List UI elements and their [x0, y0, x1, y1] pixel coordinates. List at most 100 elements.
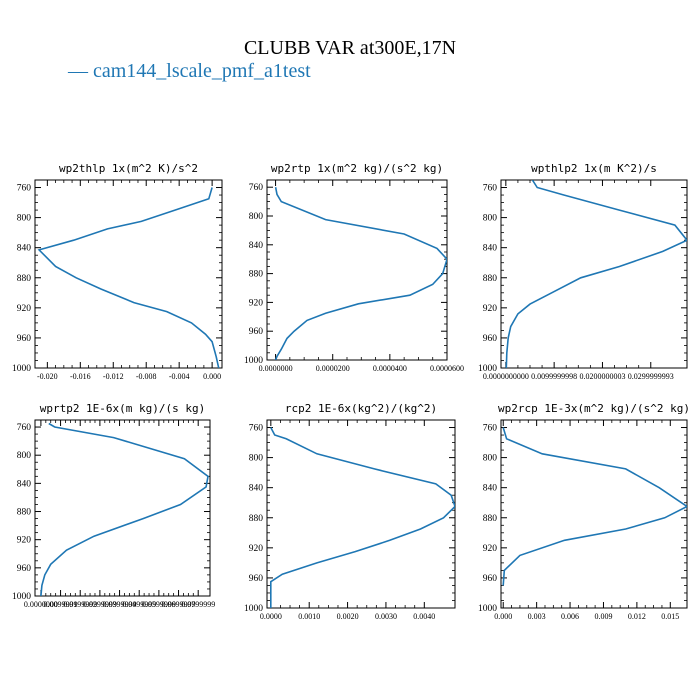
plot-frame: [34, 179, 223, 369]
y-tick-label: 880: [17, 274, 32, 284]
x-tick-label: 0.0000000: [259, 364, 293, 373]
x-tick-label: 0.0099999: [44, 600, 78, 609]
y-tick-label: 920: [483, 544, 498, 554]
y-tick-label: 920: [249, 298, 264, 308]
chart-panel-3: wpthlp2 1x(m K^2)/s 760 800 840 880 920 960 100…: [478, 162, 688, 381]
chart-title: wprtp2 1E-6x(m kg)/(s kg): [40, 402, 206, 415]
x-tick-label: 0.012: [628, 612, 646, 621]
y-tick-label: 760: [17, 423, 32, 433]
series-line: [274, 187, 447, 360]
chart-panel-2: wp2rtp 1x(m^2 kg)/(s^2 kg) 760 800 840 880 92…: [244, 162, 464, 373]
x-tick-label: 0.0299999993: [628, 372, 674, 381]
x-tick-label: 0.015: [661, 612, 679, 621]
y-tick-label: 800: [483, 214, 498, 224]
y-tick-label: 1000: [244, 356, 263, 366]
y-tick-label: 800: [249, 454, 264, 464]
series-line: [40, 422, 209, 596]
x-tick-label: 0.0000600: [430, 364, 464, 373]
plot-frame: [500, 419, 688, 609]
y-tick-label: 960: [17, 564, 32, 574]
y-tick-label: 880: [249, 514, 264, 524]
x-tick-label: 0.0000000: [24, 600, 58, 609]
y-tick-label: 800: [17, 214, 32, 224]
y-tick-label: 1000: [12, 364, 31, 374]
y-tick-label: 760: [483, 424, 498, 434]
y-tick-label: 960: [249, 327, 264, 337]
series-line: [505, 180, 687, 368]
x-tick-label: -0.020: [37, 372, 58, 381]
series-line: [269, 427, 455, 608]
chart-title: wp2thlp 1x(m^2 K)/s^2: [59, 162, 198, 175]
x-tick-label: 0.0599999: [142, 600, 176, 609]
y-tick-label: 1000: [478, 604, 497, 614]
x-tick-label: -0.012: [103, 372, 124, 381]
y-tick-label: 1000: [244, 604, 263, 614]
plot-frame: [34, 419, 211, 597]
x-tick-label: 0.0499999: [122, 600, 156, 609]
x-tick-label: 0.0200000003: [579, 372, 625, 381]
y-tick-label: 920: [17, 536, 32, 546]
y-tick-label: 960: [17, 334, 32, 344]
chart-panel-5: rcp2 1E-6x(kg^2)/(kg^2) 760 800 840 880 920 96…: [244, 402, 456, 621]
y-tick-label: 880: [483, 514, 498, 524]
plot-frame: [266, 419, 456, 609]
y-tick-label: 800: [483, 454, 498, 464]
y-tick-label: 760: [249, 183, 264, 193]
chart-title: wp2rtp 1x(m^2 kg)/(s^2 kg): [271, 162, 443, 175]
chart-panel-1: wp2thlp 1x(m^2 K)/s^2 760 800 840 880 920 960 1…: [12, 162, 223, 381]
x-tick-label: 0.0040: [413, 612, 435, 621]
y-tick-label: 960: [483, 574, 498, 584]
chart-title: rcp2 1E-6x(kg^2)/(kg^2): [285, 402, 437, 415]
x-tick-label: 0.003: [528, 612, 546, 621]
y-tick-label: 880: [17, 508, 32, 518]
x-tick-label: 0.0000000000: [483, 372, 529, 381]
x-tick-label: 0.000: [494, 612, 512, 621]
x-tick-label: 0.006: [561, 612, 579, 621]
y-tick-label: 840: [17, 244, 32, 254]
x-tick-label: 0.009: [594, 612, 612, 621]
x-tick-label: 0.0030: [375, 612, 397, 621]
x-tick-label: 0.0020: [337, 612, 359, 621]
plot-frame: [500, 179, 688, 369]
y-tick-label: 1000: [478, 364, 497, 374]
y-tick-label: 840: [249, 484, 264, 494]
y-tick-label: 880: [483, 274, 498, 284]
y-tick-label: 760: [17, 184, 32, 194]
x-tick-label: 0.0199999: [63, 600, 97, 609]
x-tick-label: 0.0099999998: [531, 372, 577, 381]
series-line: [37, 187, 220, 368]
y-tick-label: 840: [483, 244, 498, 254]
x-tick-label: 0.0000400: [373, 364, 407, 373]
y-tick-label: 840: [17, 479, 32, 489]
y-tick-label: 760: [249, 424, 264, 434]
y-tick-label: 840: [483, 484, 498, 494]
y-tick-label: 880: [249, 270, 264, 280]
x-tick-label: 0.0000200: [316, 364, 350, 373]
y-tick-label: 920: [483, 304, 498, 314]
plot-frame: [266, 179, 448, 361]
y-tick-label: 960: [249, 574, 264, 584]
x-tick-label: 0.0299999: [83, 600, 117, 609]
y-tick-label: 840: [249, 241, 264, 251]
chart-panel-6: wp2rcp 1E-3x(m^2 kg)/(s^2 kg)760 800 840 88…: [478, 402, 690, 621]
x-tick-label: 0.0799999: [181, 600, 215, 609]
y-tick-label: 760: [483, 184, 498, 194]
x-tick-label: 0.0010: [298, 612, 320, 621]
x-tick-label: 0.0399999: [103, 600, 137, 609]
x-tick-label: -0.004: [169, 372, 190, 381]
page-title: CLUBB VAR at300E,17N: [243, 37, 457, 59]
y-tick-label: 800: [249, 212, 264, 222]
y-tick-label: 800: [17, 451, 32, 461]
legend-entry: — cam144_lscale_pmf_a1test: [68, 60, 311, 82]
chart-title: wpthlp2 1x(m K^2)/s: [531, 162, 657, 175]
x-tick-label: 0.0699999: [162, 600, 196, 609]
y-tick-label: 920: [17, 304, 32, 314]
x-tick-label: -0.016: [70, 372, 91, 381]
series-line: [502, 427, 687, 586]
y-tick-label: 1000: [12, 592, 31, 602]
x-tick-label: 0.0000: [260, 612, 282, 621]
chart-title: wp2rcp 1E-3x(m^2 kg)/(s^2 kg): [498, 402, 690, 415]
x-tick-label: -0.008: [136, 372, 157, 381]
chart-panel-4: wprtp2 1E-6x(m kg)/(s kg) 760 800 840 880 920…: [12, 402, 215, 609]
